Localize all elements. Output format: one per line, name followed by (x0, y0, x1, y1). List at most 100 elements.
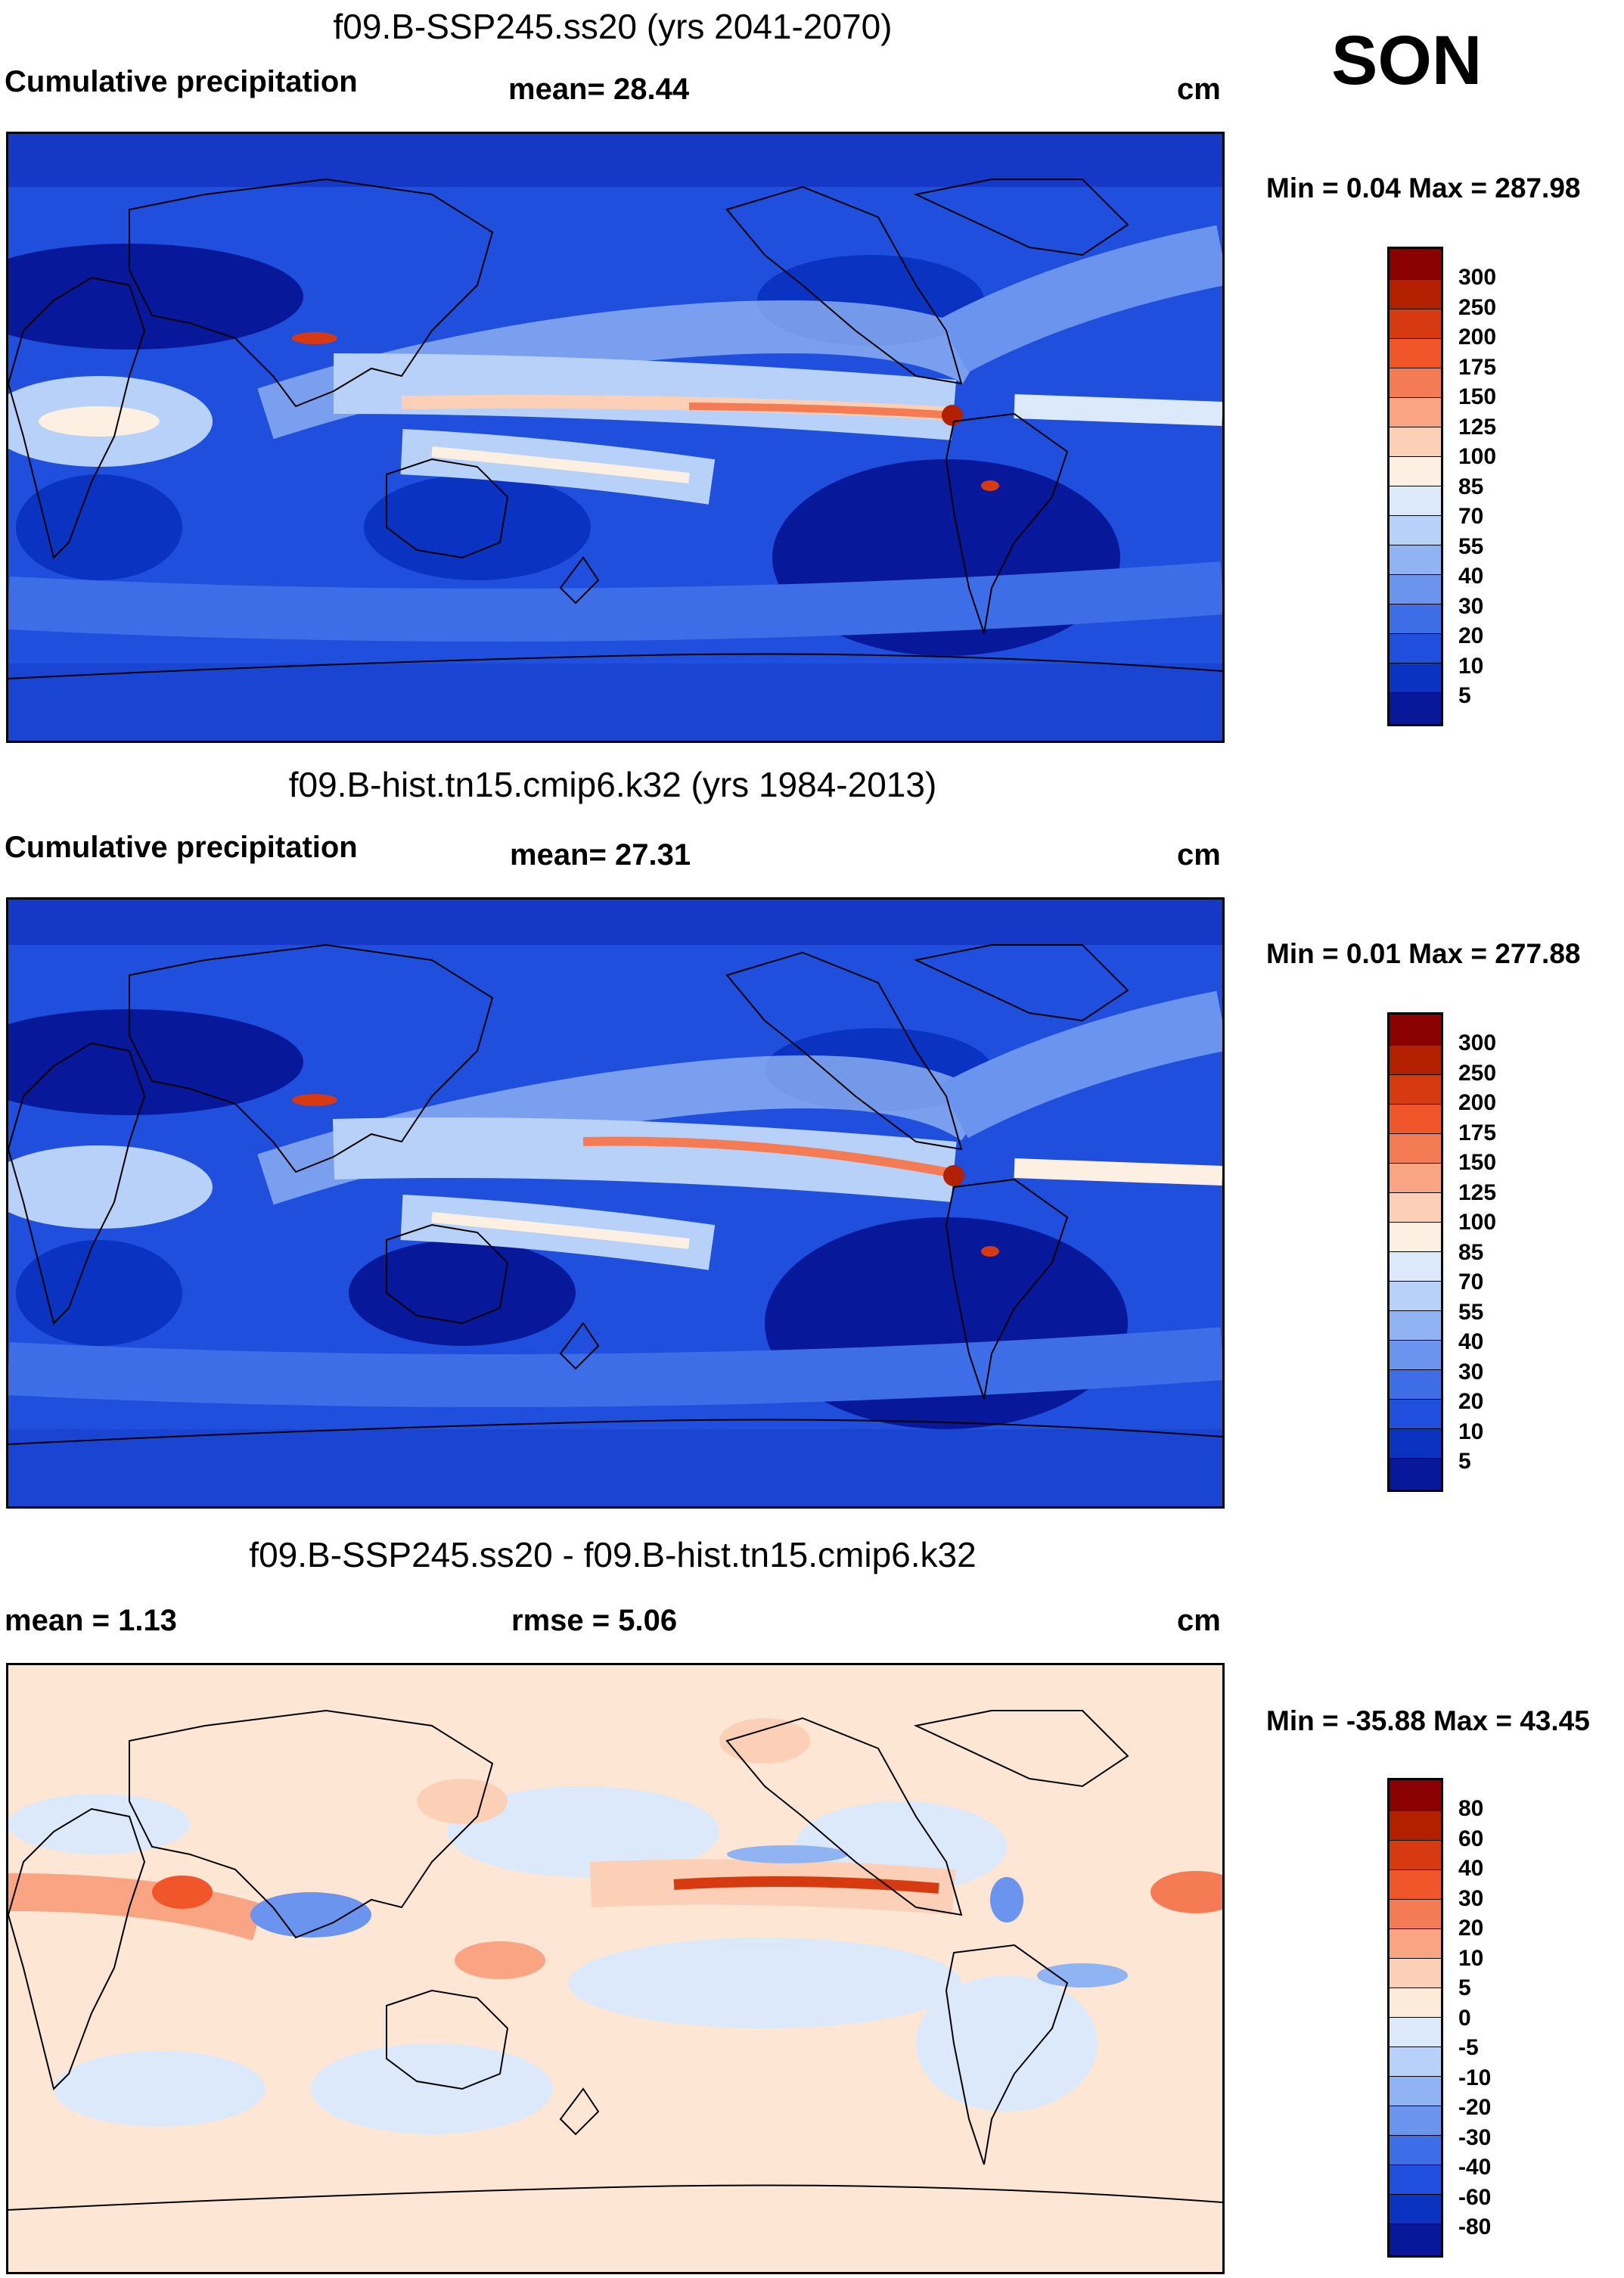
panel-2-units: cm (1177, 838, 1221, 872)
panel-3-title: f09.B-SSP245.ss20 - f09.B-hist.tn15.cmip… (249, 1535, 977, 1574)
panel-3-colorbar-box-2 (1390, 1811, 1441, 1841)
panel-1-title: f09.B-SSP245.ss20 (yrs 2041-2070) (333, 7, 893, 46)
panel-1-tick-5: 150 (1458, 384, 1497, 409)
panel-2-tick-3: 200 (1458, 1090, 1497, 1115)
panel-3-units: cm (1177, 1604, 1221, 1637)
panel-1-map (6, 132, 1225, 743)
panel-3-tick-4: 30 (1458, 1886, 1484, 1911)
panel-2-mean-label: mean= 27.31 (510, 838, 691, 872)
panel-2-colorbar-box-8 (1390, 1223, 1441, 1252)
panel-2-tick-7: 100 (1458, 1210, 1497, 1235)
panel-3-tick-10: -10 (1458, 2065, 1492, 2090)
panel-3-colorbar-box-14 (1390, 2165, 1441, 2195)
panel-2-map-field (8, 900, 1222, 1506)
panel-3-tick-12: -30 (1458, 2125, 1492, 2150)
panel-3-colorbar-box-13 (1390, 2136, 1441, 2165)
panel-3-colorbar-box-16 (1390, 2224, 1441, 2255)
panel-2-minmax: Min = 0.01 Max = 277.88 (1266, 938, 1581, 969)
panel-1-tick-13: 20 (1458, 623, 1484, 648)
panel-2-colorbar-box-15 (1390, 1429, 1441, 1459)
panel-1-colorbar-box-14 (1390, 634, 1441, 664)
panel-3-tick-11: -20 (1458, 2095, 1492, 2120)
panel-3-colorbar-box-3 (1390, 1841, 1441, 1870)
panel-1-colorbar-box-12 (1390, 575, 1441, 604)
panel-3-tick-14: -60 (1458, 2185, 1492, 2210)
panel-1-colorbar-box-6 (1390, 398, 1441, 427)
panel-3-colorbar-box-1 (1390, 1780, 1441, 1811)
panel-3-colorbar-box-5 (1390, 1900, 1441, 1929)
panel-1-colorbar (1387, 247, 1443, 726)
panel-1-colorbar-box-8 (1390, 457, 1441, 486)
panel-2-tick-1: 300 (1458, 1030, 1497, 1055)
panel-2-tick-10: 55 (1458, 1300, 1484, 1325)
panel-2-tick-14: 10 (1458, 1419, 1484, 1444)
panel-3-colorbar-box-12 (1390, 2106, 1441, 2136)
panel-2-colorbar-box-2 (1390, 1046, 1441, 1075)
panel-3-tick-8: 0 (1458, 2006, 1471, 2031)
panel-2-colorbar-box-10 (1390, 1282, 1441, 1311)
panel-2-title: f09.B-hist.tn15.cmip6.k32 (yrs 1984-2013… (288, 765, 937, 804)
panel-2-colorbar-box-1 (1390, 1015, 1441, 1046)
panel-3-colorbar-box-6 (1390, 1929, 1441, 1959)
panel-1-minmax: Min = 0.04 Max = 287.98 (1266, 172, 1581, 204)
panel-1-tick-1: 300 (1458, 265, 1497, 290)
panel-2-colorbar (1387, 1012, 1443, 1492)
panel-1-map-field (8, 134, 1222, 741)
panel-1-colorbar-box-11 (1390, 545, 1441, 575)
panel-1-tick-12: 30 (1458, 594, 1484, 619)
panel-2-colorbar-box-6 (1390, 1164, 1441, 1193)
panel-3-colorbar-box-10 (1390, 2047, 1441, 2077)
panel-2-tick-8: 85 (1458, 1240, 1484, 1265)
panel-1-tick-10: 55 (1458, 534, 1484, 559)
panel-2-tick-11: 40 (1458, 1329, 1484, 1354)
panel-1-colorbar-box-3 (1390, 309, 1441, 339)
season-label: SON (1331, 22, 1483, 99)
panel-1-colorbar-box-2 (1390, 280, 1441, 309)
panel-3-rmse-label: rmse = 5.06 (511, 1604, 678, 1637)
panel-1-units: cm (1177, 73, 1221, 106)
panel-1-tick-4: 175 (1458, 355, 1497, 380)
panel-3-mean-label: mean = 1.13 (5, 1604, 177, 1637)
panel-1-colorbar-box-16 (1390, 693, 1441, 724)
panel-2-tick-6: 125 (1458, 1180, 1497, 1205)
panel-1-tick-7: 100 (1458, 444, 1497, 469)
panel-2-tick-4: 175 (1458, 1120, 1497, 1145)
panel-2-colorbar-box-11 (1390, 1311, 1441, 1341)
panel-3-colorbar-box-9 (1390, 2018, 1441, 2047)
panel-2-tick-12: 30 (1458, 1360, 1484, 1385)
panel-1-colorbar-box-10 (1390, 516, 1441, 545)
panel-2-colorbar-box-9 (1390, 1252, 1441, 1282)
panel-1-tick-14: 10 (1458, 654, 1484, 679)
panel-2-colorbar-box-7 (1390, 1193, 1441, 1223)
panel-3-tick-13: -40 (1458, 2155, 1492, 2180)
panel-1-colorbar-box-4 (1390, 339, 1441, 368)
panel-2-colorbar-box-12 (1390, 1341, 1441, 1370)
panel-3-map-field (8, 1709, 1222, 2211)
panel-2-tick-5: 150 (1458, 1150, 1497, 1175)
panel-1-colorbar-box-15 (1390, 664, 1441, 693)
panel-2-colorbar-box-13 (1390, 1370, 1441, 1400)
panel-2-colorbar-box-14 (1390, 1400, 1441, 1429)
panel-2-colorbar-box-5 (1390, 1134, 1441, 1164)
panel-2-tick-15: 5 (1458, 1449, 1471, 1474)
panel-3-colorbar-box-15 (1390, 2195, 1441, 2224)
panel-2-colorbar-box-16 (1390, 1459, 1441, 1490)
panel-3-tick-2: 60 (1458, 1826, 1484, 1851)
panel-1-tick-6: 125 (1458, 415, 1497, 440)
panel-1-mean-label: mean= 28.44 (508, 73, 690, 106)
panel-3-tick-3: 40 (1458, 1856, 1484, 1881)
panel-2-colorbar-box-3 (1390, 1075, 1441, 1105)
panel-1-tick-8: 85 (1458, 474, 1484, 499)
panel-2-tick-13: 20 (1458, 1389, 1484, 1414)
panel-3-tick-5: 20 (1458, 1916, 1484, 1941)
panel-3-colorbar (1387, 1778, 1443, 2258)
panel-1-tick-2: 250 (1458, 295, 1497, 320)
panel-2-tick-2: 250 (1458, 1061, 1497, 1086)
panel-3-colorbar-box-7 (1390, 1959, 1441, 1988)
panel-3-colorbar-box-8 (1390, 1988, 1441, 2018)
panel-3-tick-1: 80 (1458, 1796, 1484, 1821)
panel-3-colorbar-box-11 (1390, 2077, 1441, 2106)
panel-3-colorbar-box-4 (1390, 1870, 1441, 1900)
panel-3-tick-15: -80 (1458, 2214, 1492, 2239)
panel-1-colorbar-box-1 (1390, 249, 1441, 280)
